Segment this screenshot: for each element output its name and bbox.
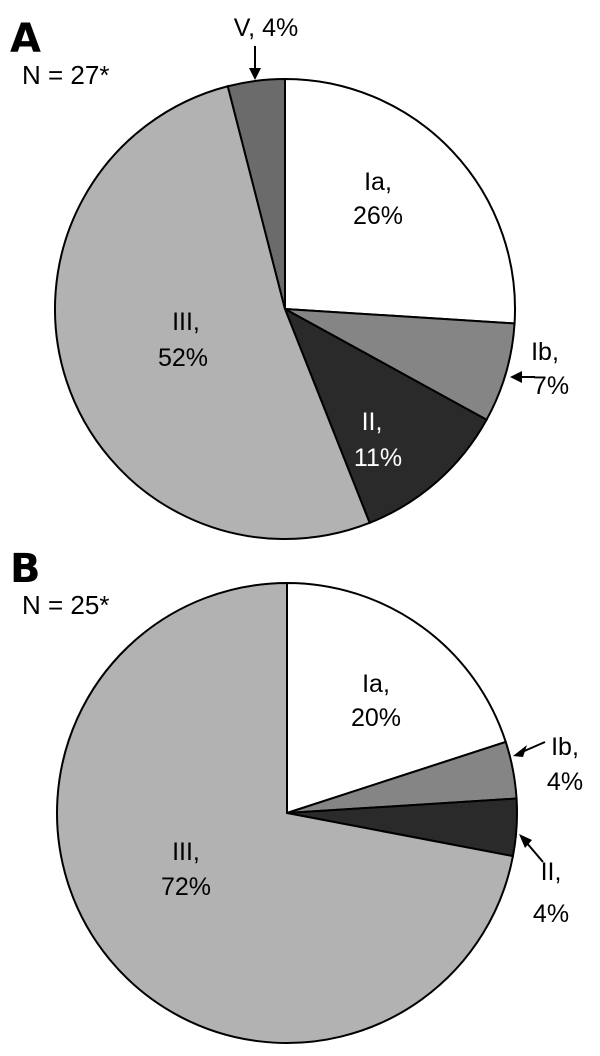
slice-a-ia: [284, 77, 516, 325]
slice-b-ii-label-1: II,: [541, 858, 562, 886]
slice-a-ib: [284, 308, 516, 422]
panel-b-labels: Ia, 20% Ib, 4% II, 4% III, 72%: [161, 670, 583, 928]
slice-b-ia-label-1: Ia,: [362, 670, 390, 698]
pie-a: [54, 77, 516, 541]
arrow-b-ii-head: [519, 834, 532, 848]
panel-b-letter: B: [10, 546, 41, 592]
panel-a-n-label: N = 27*: [22, 60, 109, 90]
slice-a-iii-label-1: III,: [172, 308, 200, 336]
slice-b-ia: [286, 581, 508, 815]
slice-a-iii-label-2: 52%: [158, 344, 208, 372]
arrow-b-ii-line: [525, 841, 544, 863]
slice-a-ia-label-2: 26%: [353, 202, 403, 230]
slice-b-ib-label-1: Ib,: [551, 733, 579, 761]
slice-a-ib-label-2: 7%: [533, 372, 569, 400]
slice-b-ib-label-2: 4%: [547, 768, 583, 796]
arrow-b-ib-line: [521, 741, 546, 753]
slice-b-iii-label-2: 72%: [161, 873, 211, 901]
arrow-b-ib-head: [513, 745, 527, 757]
arrow-a-v-head: [249, 68, 261, 80]
pie-b: [56, 581, 518, 1044]
slice-a-ia-label-1: Ia,: [364, 168, 392, 196]
slice-b-ii-label-2: 4%: [533, 900, 569, 928]
panel-a-letter: A: [10, 16, 41, 62]
slice-b-ia-label-2: 20%: [351, 704, 401, 732]
panel-b-arrows: [513, 741, 546, 863]
slice-a-v: [226, 77, 286, 310]
arrow-a-ib-head: [510, 371, 522, 383]
panel-b-n-label: N = 25*: [22, 590, 109, 620]
slice-b-iii: [56, 581, 515, 1044]
slice-b-iii-label-1: III,: [172, 838, 200, 866]
slice-a-v-label: V, 4%: [234, 14, 298, 42]
panel-a-labels: Ia, 26% Ib, 7% II, 11% III, 52% V, 4%: [158, 14, 569, 472]
panel-b: B N = 25* Ia, 20% Ib, 4% II, 4% III, 72%: [10, 546, 583, 1044]
slice-a-ii-label-2: 11%: [354, 444, 402, 472]
slice-a-iii: [54, 85, 371, 541]
slice-a-ib-label-1: Ib,: [531, 338, 559, 366]
panel-a-arrows: [249, 46, 535, 383]
panel-a: A N = 27* Ia, 26% Ib, 7% II, 11% III, 52…: [10, 14, 569, 541]
slice-a-ii: [283, 306, 488, 525]
slice-a-ii-label-1: II,: [362, 408, 383, 436]
